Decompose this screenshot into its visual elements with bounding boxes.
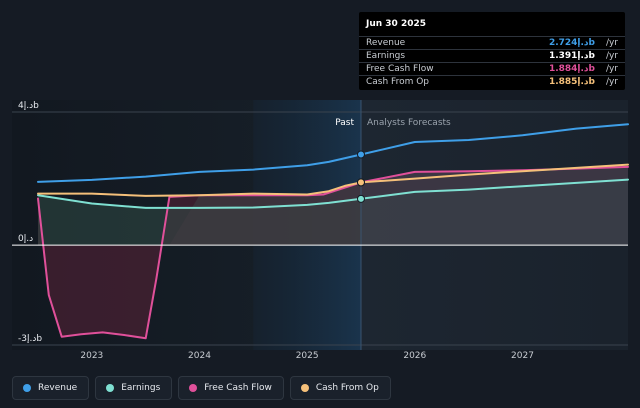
tooltip-row-fcf: Free Cash Flow 1.884د.إb /yr [359,62,625,76]
series-areas [38,166,628,339]
split-markers [356,150,365,203]
forecast-label: Analysts Forecasts [367,118,451,128]
legend-label: Cash From Op [315,383,379,393]
tooltip: Jun 30 2025 Revenue 2.724د.إb /yr Earnin… [359,12,625,90]
series-lines [37,123,629,340]
cash-area [169,182,361,246]
tooltip-unit: /yr [605,77,618,87]
tooltip-value: 1.391د.إb [548,51,595,61]
legend-item-cfo[interactable]: Cash From Op [289,376,391,400]
revenue-marker [356,150,365,159]
tooltip-label: Revenue [366,38,406,48]
forecast-area [361,166,628,246]
x-tick-label: 2026 [403,351,426,361]
legend-item-revenue[interactable]: Revenue [12,376,90,400]
x-tick-label: 2025 [296,351,319,361]
tooltip-date: Jun 30 2025 [366,19,427,29]
revenue-line [37,123,629,183]
tooltip-row-cfo: Cash From Op 1.885د.إb /yr [359,75,625,89]
cfo-line [37,163,629,197]
earnings-dot-icon [106,384,115,392]
cfo-dot-icon [300,384,309,392]
tooltip-label: Free Cash Flow [366,64,434,74]
tooltip-unit: /yr [605,38,618,48]
x-tick-label: 2027 [511,351,534,361]
legend: Revenue Earnings Free Cash Flow Cash Fro… [12,376,391,400]
y-tick-label: 4د.إb [18,101,39,111]
x-axis: 2023 2024 2025 2026 2027 [80,351,534,361]
legend-label: Free Cash Flow [204,383,272,393]
earnings-line [37,178,629,209]
tooltip-row-earnings: Earnings 1.391د.إb /yr [359,49,625,63]
tooltip-value: 1.884د.إb [548,64,595,74]
tooltip-value: 2.724د.إb [548,38,595,48]
tooltip-unit: /yr [605,64,618,74]
tooltip-value: 1.885د.إb [548,77,595,87]
legend-label: Revenue [38,383,78,393]
past-label: Past [335,118,354,128]
tooltip-label: Earnings [366,51,406,61]
x-tick-label: 2024 [188,351,211,361]
tooltip-unit: /yr [605,51,618,61]
fcf-dot-icon [189,384,198,392]
legend-label: Earnings [121,383,161,393]
grid-lines [12,111,628,346]
x-tick-label: 2023 [80,351,103,361]
y-tick-label: -3د.إb [18,334,42,344]
earnings-marker [356,194,365,203]
tooltip-row-revenue: Revenue 2.724د.إb /yr [359,36,625,50]
tooltip-label: Cash From Op [366,77,430,87]
revenue-dot-icon [23,384,31,392]
y-axis: 4د.إb 0د.إ -3د.إb [18,101,42,344]
cfo-marker [356,178,365,187]
legend-item-earnings[interactable]: Earnings [95,376,173,400]
y-tick-label: 0د.إ [18,234,33,244]
legend-item-fcf[interactable]: Free Cash Flow [178,376,284,400]
